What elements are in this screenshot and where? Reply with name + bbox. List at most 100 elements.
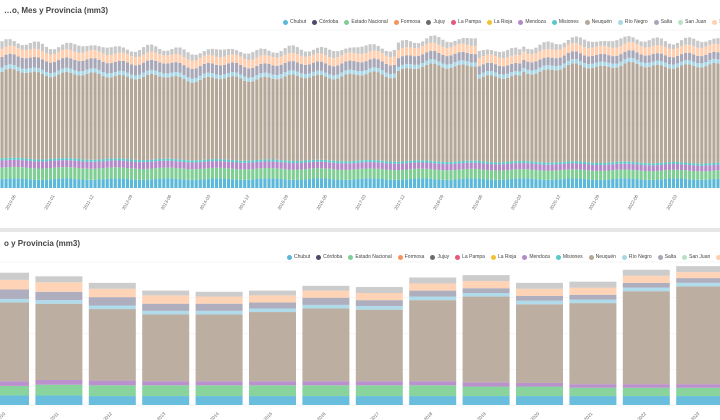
bar-segment-salta (0, 289, 29, 299)
legend-item-c-rdoba[interactable]: Córdoba (312, 19, 338, 25)
bar-segment-estado (36, 168, 41, 180)
bar-segment-mendoza (408, 162, 413, 170)
bar-segment-rionegro (425, 60, 429, 65)
bar-segment-santacruz (380, 53, 384, 62)
bar-segment-chubut (462, 396, 510, 405)
legend-swatch (522, 254, 528, 260)
bar-segment-rionegro (85, 69, 89, 74)
bar-segment-top (429, 35, 433, 43)
legend-item-misiones[interactable]: Misiones (551, 19, 579, 25)
legend-item-jujuy[interactable]: Jujuy (430, 254, 449, 260)
bar-segment-rionegro (372, 67, 376, 72)
bar-segment-santacruz (69, 50, 73, 59)
legend-item-jujuy[interactable]: Jujuy (426, 19, 445, 25)
bar-segment-santacruz (85, 51, 89, 60)
bar-segment-mendoza (137, 162, 142, 169)
x-tick-label: 2014-03 (199, 194, 212, 211)
bar-segment-salta (627, 50, 631, 58)
legend-item-r-o-negro[interactable]: Río Negro (617, 19, 648, 25)
bar-segment-salta (376, 59, 380, 69)
legend-item-salta[interactable]: Salta (657, 254, 676, 260)
bar-segment-misiones (502, 162, 506, 165)
legend-item-formosa[interactable]: Formosa (393, 19, 420, 25)
bar-segment-mendoza (178, 161, 182, 169)
bar-segment-chubut (352, 179, 356, 188)
legend-item-estado-nacional[interactable]: Estado Nacional (344, 19, 388, 25)
bar-segment-salta (113, 61, 117, 72)
legend-item-r-o-negro[interactable]: Río Negro (621, 254, 652, 260)
monthly-chart-legend[interactable]: Chubut Córdoba Estado Nacional Formosa Jujuy… (283, 19, 720, 25)
bar-segment-salta (526, 61, 530, 70)
bar-segment-top (61, 44, 65, 50)
bar-segment-santacruz (506, 57, 510, 66)
bar-segment-chubut (465, 178, 469, 188)
month-bar-109 (441, 39, 445, 188)
bar-segment-neuquen (485, 75, 489, 162)
bar-segment-rionegro (287, 70, 291, 75)
legend-item-chubut[interactable]: Chubut (287, 254, 310, 260)
bar-segment-neuquen (162, 77, 166, 159)
month-bar-114 (461, 38, 465, 188)
bar-segment-santacruz (20, 49, 24, 58)
bar-segment-santacruz (627, 42, 631, 51)
bar-segment-mendoza (680, 164, 684, 170)
month-bar-24 (97, 46, 101, 188)
bar-segment-misiones (631, 162, 635, 165)
annual-chart-legend[interactable]: Chubut Córdoba Estado Nacional Formosa Jujuy… (287, 254, 720, 260)
bar-segment-santacruz (291, 52, 295, 62)
bar-segment-top (469, 38, 473, 46)
bar-segment-mendoza (574, 163, 578, 170)
bar-segment-salta (667, 56, 672, 65)
legend-item-neuqu-n[interactable]: Neuquén (584, 19, 612, 25)
legend-item-estado-nacional[interactable]: Estado Nacional (348, 254, 392, 260)
legend-item-la-rioja[interactable]: La Rioja (486, 19, 512, 25)
bar-segment-chubut (247, 179, 251, 188)
legend-item-c-rdoba[interactable]: Córdoba (316, 254, 342, 260)
legend-item-la-rioja[interactable]: La Rioja (490, 254, 516, 260)
legend-item-san-juan[interactable]: San Juan (682, 254, 710, 260)
legend-item-neuqu-n[interactable]: Neuquén (588, 254, 616, 260)
bar-segment-rionegro (639, 61, 643, 67)
bar-segment-estado (53, 167, 57, 179)
bar-segment-salta (328, 65, 332, 75)
bar-segment-misiones (364, 160, 368, 163)
legend-item-salta[interactable]: Salta (653, 19, 672, 25)
bar-segment-rionegro (190, 78, 194, 83)
bar-segment-top (194, 54, 198, 61)
legend-item-mendoza[interactable]: Mendoza (522, 254, 550, 260)
bar-segment-neuquen (8, 68, 12, 158)
bar-segment-mendoza (0, 381, 29, 386)
legend-item-la-pampa[interactable]: La Pampa (451, 19, 481, 25)
bar-segment-estado (101, 168, 105, 180)
legend-item-misiones[interactable]: Misiones (555, 254, 583, 260)
bar-segment-estado (117, 167, 121, 179)
bar-segment-santacruz (133, 57, 138, 66)
bar-segment-santacruz (615, 47, 619, 56)
legend-swatch (551, 19, 557, 25)
bar-segment-mendoza (324, 161, 328, 169)
bar-segment-santa-cruz (622, 275, 670, 283)
legend-item-mendoza[interactable]: Mendoza (518, 19, 546, 25)
bar-segment-salta (465, 52, 469, 62)
legend-item-san-juan[interactable]: San Juan (678, 19, 706, 25)
bar-segment-salta (142, 303, 190, 311)
bar-segment-rionegro (101, 72, 105, 77)
legend-swatch (682, 254, 688, 260)
bar-segment-top (133, 51, 138, 58)
legend-item-chubut[interactable]: Chubut (283, 19, 306, 25)
bar-segment-neuquen (364, 74, 368, 161)
bar-segment-neuquen (307, 77, 312, 161)
bar-segment-misiones (158, 158, 162, 162)
legend-item-sant-[interactable]: Sant… (716, 254, 720, 260)
bar-segment-rionegro (320, 70, 324, 75)
bar-segment-misiones (348, 161, 352, 164)
bar-segment-chubut (4, 178, 8, 188)
month-bar-131 (530, 49, 534, 188)
legend-item-formosa[interactable]: Formosa (397, 254, 424, 260)
bar-segment-top (247, 53, 251, 61)
bar-segment-r-o-negro (569, 299, 617, 304)
legend-item-la-pampa[interactable]: La Pampa (455, 254, 485, 260)
bar-segment-top (538, 44, 542, 52)
bar-segment-neuquen (158, 76, 162, 159)
bar-segment-misiones (81, 159, 85, 162)
